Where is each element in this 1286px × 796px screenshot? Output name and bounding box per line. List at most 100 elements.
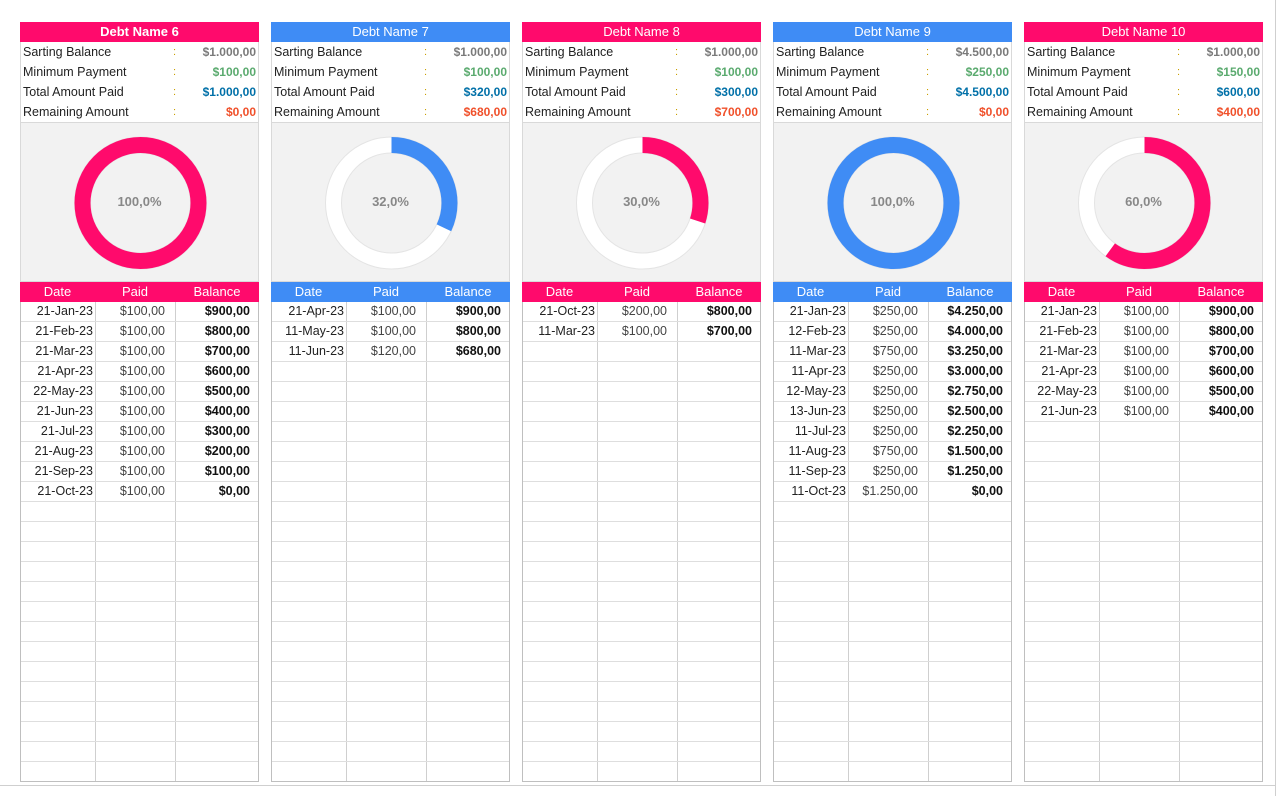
balance-cell[interactable] <box>427 482 509 501</box>
balance-cell[interactable]: $700,00 <box>204 344 250 358</box>
date-cell[interactable] <box>774 582 849 601</box>
balance-cell[interactable] <box>678 562 760 581</box>
date-cell[interactable]: 21-Oct-23 <box>21 482 96 501</box>
table-row[interactable] <box>523 442 760 462</box>
date-cell[interactable] <box>523 442 598 461</box>
paid-cell[interactable]: $1.250,00 <box>849 482 929 501</box>
balance-cell[interactable] <box>427 462 509 481</box>
balance-cell[interactable] <box>929 662 1011 681</box>
date-cell[interactable] <box>774 522 849 541</box>
table-row[interactable] <box>774 682 1011 702</box>
paid-cell[interactable] <box>1100 462 1180 481</box>
table-row[interactable]: 21-Aug-23 $100,00 $200,00 <box>21 442 258 462</box>
table-row[interactable]: 21-Feb-23 $100,00 $800,00 <box>21 322 258 342</box>
balance-cell[interactable] <box>678 542 760 561</box>
date-cell[interactable] <box>774 662 849 681</box>
date-column-header[interactable]: Date <box>294 284 323 299</box>
paid-cell[interactable]: $250,00 <box>849 422 929 441</box>
paid-cell[interactable] <box>1100 422 1180 441</box>
table-row[interactable] <box>21 642 258 662</box>
balance-cell[interactable] <box>427 702 509 721</box>
paid-cell[interactable]: $100,00 <box>96 402 176 421</box>
date-cell[interactable]: 21-Sep-23 <box>21 462 96 481</box>
table-row[interactable] <box>1025 682 1262 702</box>
balance-cell[interactable] <box>678 462 760 481</box>
paid-cell[interactable]: $100,00 <box>96 442 176 461</box>
paid-cell[interactable]: $100,00 <box>96 342 176 361</box>
balance-column-header[interactable]: Balance <box>1197 284 1245 299</box>
table-row[interactable] <box>523 662 760 682</box>
progress-chart[interactable]: 60,0% <box>1024 122 1263 282</box>
paid-cell[interactable] <box>96 542 176 561</box>
date-cell[interactable] <box>774 722 849 741</box>
date-cell[interactable] <box>272 502 347 521</box>
date-cell[interactable] <box>21 722 96 741</box>
table-row[interactable] <box>1025 562 1262 582</box>
balance-cell[interactable] <box>427 622 509 641</box>
starting-balance-value[interactable]: $1.000,00 <box>202 45 256 59</box>
remaining-amount-value[interactable]: $680,00 <box>463 105 507 119</box>
balance-cell[interactable] <box>176 562 258 581</box>
table-row[interactable] <box>272 762 509 782</box>
table-row[interactable] <box>523 622 760 642</box>
progress-chart[interactable]: 32,0% <box>271 122 510 282</box>
paid-cell[interactable]: $250,00 <box>849 402 929 421</box>
balance-cell[interactable] <box>678 522 760 541</box>
table-row[interactable] <box>774 602 1011 622</box>
date-cell[interactable]: 12-May-23 <box>774 382 849 401</box>
paid-cell[interactable] <box>96 682 176 701</box>
date-cell[interactable] <box>21 522 96 541</box>
date-cell[interactable] <box>1025 622 1100 641</box>
date-cell[interactable] <box>1025 562 1100 581</box>
balance-cell[interactable] <box>176 742 258 761</box>
paid-cell[interactable] <box>849 542 929 561</box>
balance-cell[interactable]: $1.500,00 <box>947 444 1003 458</box>
paid-cell[interactable] <box>347 482 427 501</box>
table-row[interactable] <box>272 522 509 542</box>
date-cell[interactable] <box>21 742 96 761</box>
paid-cell[interactable] <box>1100 682 1180 701</box>
date-cell[interactable] <box>272 522 347 541</box>
paid-cell[interactable]: $100,00 <box>1100 382 1180 401</box>
total-amount-paid-value[interactable]: $600,00 <box>1216 85 1260 99</box>
balance-cell[interactable]: $300,00 <box>204 424 250 438</box>
balance-cell[interactable] <box>678 682 760 701</box>
table-row[interactable] <box>21 722 258 742</box>
paid-cell[interactable]: $100,00 <box>1100 362 1180 381</box>
table-row[interactable] <box>774 702 1011 722</box>
table-row[interactable]: 21-Jan-23 $100,00 $900,00 <box>1025 302 1262 322</box>
table-row[interactable] <box>774 722 1011 742</box>
paid-cell[interactable] <box>96 562 176 581</box>
date-cell[interactable] <box>774 762 849 781</box>
balance-cell[interactable]: $700,00 <box>1208 344 1254 358</box>
date-cell[interactable]: 11-Jul-23 <box>774 422 849 441</box>
table-row[interactable] <box>272 482 509 502</box>
paid-cell[interactable] <box>96 502 176 521</box>
paid-cell[interactable] <box>598 682 678 701</box>
balance-cell[interactable] <box>176 642 258 661</box>
paid-cell[interactable] <box>347 622 427 641</box>
table-row[interactable]: 22-May-23 $100,00 $500,00 <box>21 382 258 402</box>
paid-cell[interactable] <box>347 682 427 701</box>
date-cell[interactable] <box>1025 422 1100 441</box>
table-row[interactable] <box>21 562 258 582</box>
paid-cell[interactable] <box>1100 622 1180 641</box>
paid-cell[interactable] <box>347 522 427 541</box>
balance-column-header[interactable]: Balance <box>193 284 241 299</box>
date-cell[interactable] <box>523 682 598 701</box>
table-row[interactable] <box>523 742 760 762</box>
balance-cell[interactable] <box>929 622 1011 641</box>
balance-cell[interactable]: $200,00 <box>204 444 250 458</box>
paid-cell[interactable] <box>347 662 427 681</box>
balance-cell[interactable] <box>427 542 509 561</box>
paid-cell[interactable] <box>598 402 678 421</box>
paid-cell[interactable] <box>598 542 678 561</box>
date-cell[interactable] <box>272 542 347 561</box>
paid-cell[interactable] <box>598 562 678 581</box>
date-column-header[interactable]: Date <box>796 284 825 299</box>
table-row[interactable]: 21-Apr-23 $100,00 $600,00 <box>21 362 258 382</box>
balance-cell[interactable]: $1.250,00 <box>947 464 1003 478</box>
balance-cell[interactable]: $2.750,00 <box>947 384 1003 398</box>
total-amount-paid-value[interactable]: $320,00 <box>463 85 507 99</box>
table-row[interactable] <box>1025 742 1262 762</box>
